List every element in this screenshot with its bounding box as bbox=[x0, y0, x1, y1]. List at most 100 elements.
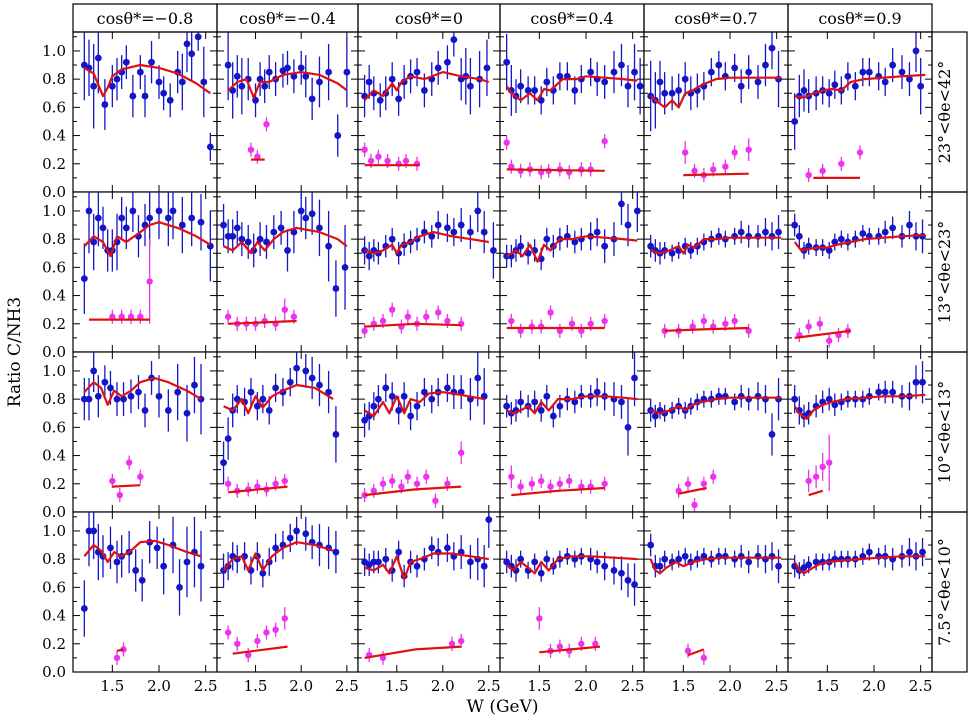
blue-point bbox=[805, 561, 813, 569]
labels-layer: W (GeV) Ratio C/NH3 cosθ*=−0.8 cosθ*=−0.4… bbox=[5, 3, 968, 717]
magenta-point bbox=[805, 323, 812, 330]
blue-point bbox=[485, 516, 493, 524]
magenta-point bbox=[432, 497, 439, 504]
blue-point bbox=[164, 214, 172, 222]
magenta-point bbox=[508, 473, 515, 480]
blue-point bbox=[178, 221, 186, 229]
blue-point bbox=[636, 82, 644, 90]
y-tick-label: 1.0 bbox=[42, 522, 66, 540]
x-tick-label: 2.5 bbox=[194, 677, 218, 695]
blue-point bbox=[256, 75, 264, 83]
blue-point bbox=[631, 581, 638, 588]
magenta-point bbox=[272, 480, 279, 487]
blue-point bbox=[375, 558, 382, 566]
y-tick-label: 0.0 bbox=[42, 663, 66, 681]
y-tick-label: 0.2 bbox=[42, 475, 66, 493]
blue-point bbox=[160, 89, 168, 97]
y-tick-label: 0.6 bbox=[42, 258, 66, 276]
x-tick-label: 1.5 bbox=[244, 677, 268, 695]
blue-point bbox=[395, 548, 403, 556]
model-curve-low bbox=[364, 322, 462, 328]
panel-frame bbox=[499, 351, 645, 513]
blue-point bbox=[141, 407, 149, 414]
blue-point bbox=[272, 544, 280, 552]
y-tick-label: 0.2 bbox=[42, 635, 66, 653]
blue-point bbox=[135, 388, 142, 396]
magenta-point bbox=[224, 480, 232, 487]
panel-content bbox=[503, 352, 638, 497]
magenta-point bbox=[601, 138, 608, 145]
panel-frame bbox=[357, 31, 501, 193]
blue-point bbox=[129, 92, 137, 100]
blue-point bbox=[284, 64, 291, 72]
blue-point bbox=[272, 384, 280, 392]
model-curve-low bbox=[112, 484, 141, 488]
magenta-point bbox=[370, 487, 377, 495]
magenta-point bbox=[125, 459, 133, 466]
blue-point bbox=[244, 238, 252, 246]
blue-point bbox=[253, 402, 261, 410]
model-curve-low bbox=[664, 326, 749, 332]
magenta-point bbox=[402, 157, 410, 165]
blue-point bbox=[543, 78, 551, 86]
blue-point bbox=[370, 402, 378, 410]
blue-point bbox=[681, 75, 689, 83]
model-curve bbox=[363, 71, 490, 102]
y-tick-label: 0.8 bbox=[42, 550, 66, 568]
blue-point bbox=[434, 221, 442, 229]
column-title: cosθ*=0.4 bbox=[530, 9, 613, 28]
model-curve-low bbox=[794, 329, 851, 339]
blue-point bbox=[428, 544, 436, 552]
blue-point bbox=[556, 72, 564, 80]
blue-point bbox=[647, 407, 655, 414]
x-tick-label: 1.5 bbox=[385, 677, 409, 695]
blue-point bbox=[618, 200, 625, 208]
blue-point bbox=[912, 47, 920, 55]
magenta-point bbox=[404, 313, 412, 320]
model-curve-low bbox=[539, 645, 601, 654]
panel-frame bbox=[216, 191, 359, 353]
row-title: 23°<θe<42° bbox=[935, 61, 954, 164]
blue-point bbox=[308, 374, 316, 382]
magenta-point bbox=[404, 473, 412, 480]
blue-point bbox=[197, 562, 205, 570]
magenta-point bbox=[234, 640, 241, 647]
blue-point bbox=[601, 242, 609, 250]
blue-point bbox=[444, 58, 451, 66]
x-tick-label: 1.5 bbox=[100, 677, 124, 695]
blue-point bbox=[844, 72, 852, 80]
panel-content bbox=[647, 215, 782, 338]
blue-point bbox=[164, 407, 172, 414]
magenta-point bbox=[281, 306, 288, 313]
blue-point bbox=[113, 395, 121, 403]
column-header-box bbox=[787, 3, 933, 33]
model-curve bbox=[793, 555, 926, 575]
panel-r3-c1 bbox=[216, 511, 359, 673]
blue-point bbox=[587, 68, 595, 76]
blue-point bbox=[556, 402, 564, 410]
panel-r3-c3 bbox=[499, 511, 645, 673]
magenta-point bbox=[137, 473, 144, 480]
y-tick-label: 0.4 bbox=[42, 287, 66, 305]
blue-point bbox=[325, 388, 332, 396]
blue-point bbox=[593, 558, 601, 566]
blue-point bbox=[233, 224, 241, 232]
model-curve bbox=[364, 231, 489, 255]
magenta-point bbox=[538, 477, 545, 485]
magenta-point bbox=[556, 643, 564, 650]
magenta-point bbox=[448, 640, 456, 647]
blue-point bbox=[334, 132, 342, 139]
blue-point bbox=[656, 78, 664, 86]
blue-point bbox=[467, 82, 474, 90]
blue-point bbox=[155, 392, 163, 400]
blue-point bbox=[107, 544, 114, 552]
x-tick-label: 1.5 bbox=[527, 677, 551, 695]
x-tick-label: 2.5 bbox=[335, 677, 359, 695]
magenta-point bbox=[435, 309, 442, 316]
magenta-point bbox=[263, 121, 270, 128]
blue-point bbox=[444, 224, 451, 232]
magenta-point bbox=[508, 163, 515, 170]
blue-point bbox=[631, 374, 638, 382]
x-tick-label: 2.5 bbox=[765, 677, 789, 695]
panel-r0-c3 bbox=[499, 31, 645, 193]
